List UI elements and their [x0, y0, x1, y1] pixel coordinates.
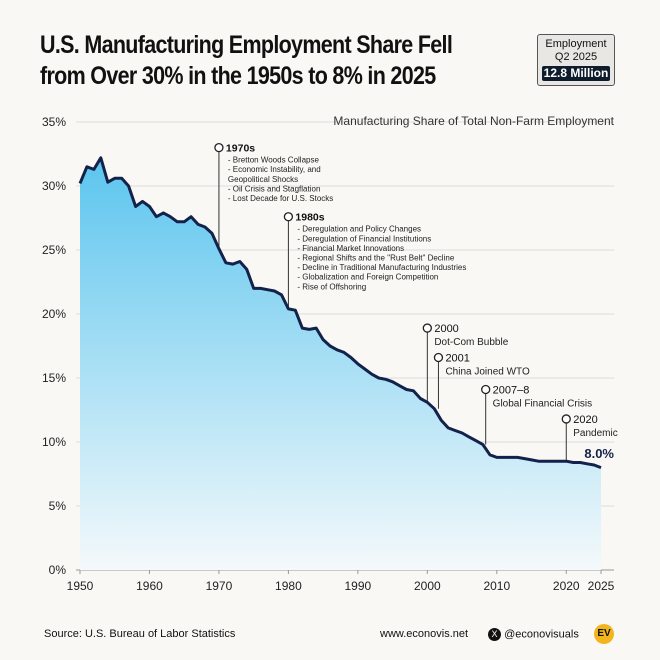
title-line-2: from Over 30% in the 1950s to 8% in 2025 — [40, 62, 436, 90]
x-tick-label: 1970 — [206, 579, 233, 593]
annotation: 2000 Dot-Com Bubble — [422, 323, 509, 403]
annotation-marker — [422, 323, 432, 333]
x-tick-label: 2010 — [483, 579, 510, 593]
y-tick-label: 35% — [42, 115, 66, 129]
title-line-1: U.S. Manufacturing Employment Share Fell — [40, 31, 453, 59]
y-tick-label: 20% — [42, 307, 66, 321]
ev-logo: EV — [594, 624, 614, 644]
annotation-text: - Financial Market Innovations — [297, 244, 404, 253]
area-fill — [80, 157, 601, 571]
annotation-text: Global Financial Crisis — [493, 399, 592, 410]
annotation-text: - Globalization and Foreign Competition — [297, 273, 438, 282]
annotation-marker — [283, 212, 294, 222]
annotation-marker — [433, 352, 444, 363]
badge-label: Employment — [545, 38, 607, 50]
annotation-text: - Lost Decade for U.S. Stocks — [228, 194, 333, 203]
annotation-text: Geopolitical Shocks — [228, 175, 298, 184]
annotation-marker — [481, 384, 491, 395]
y-tick-label: 5% — [49, 499, 67, 513]
annotation-marker — [214, 142, 224, 153]
annotation: 1980s- Deregulation and Policy Changes- … — [283, 212, 466, 309]
employment-badge: Employment Q2 2025 12.8 Million — [537, 34, 615, 86]
social-handle[interactable]: X @econovisuals — [488, 628, 579, 641]
x-tick-label: 2025 — [588, 579, 615, 593]
annotation-marker — [561, 414, 571, 424]
x-logo-icon: X — [488, 628, 501, 641]
series-line — [78, 156, 602, 470]
x-tick-label: 2020 — [553, 579, 580, 593]
y-tick-label: 30% — [42, 179, 66, 193]
annotation: 2001 China Joined WTO — [433, 352, 530, 409]
annotation-title: 2020 — [573, 414, 597, 426]
annotation-title: 2007–8 — [493, 385, 530, 397]
annotation-text: China Joined WTO — [445, 367, 530, 378]
x-tick-label: 1990 — [345, 579, 372, 593]
annotation-text: Dot-Com Bubble — [434, 337, 508, 348]
annotation-title: 1970s — [226, 143, 255, 155]
annotation: 1970s- Bretton Woods Collapse- Economic … — [214, 142, 333, 249]
x-tick-label: 1980 — [275, 579, 302, 593]
website-link[interactable]: www.econovis.net — [380, 628, 469, 640]
end-value-label: 8.0% — [584, 446, 614, 461]
annotation-text: - Bretton Woods Collapse — [228, 156, 320, 165]
annotation-title: 1980s — [295, 212, 324, 224]
annotation: 2020 Pandemic — [561, 414, 618, 462]
x-tick-label: 2000 — [414, 579, 441, 593]
badge-value: 12.8 Million — [542, 66, 610, 81]
annotation-text: Pandemic — [573, 428, 617, 439]
annotation-text: - Oil Crisis and Stagflation — [228, 184, 320, 193]
x-tick-label: 1960 — [136, 579, 163, 593]
source-note: Source: U.S. Bureau of Labor Statistics — [44, 628, 236, 640]
annotation-text: - Deregulation of Financial Institutions — [297, 234, 431, 243]
social-handle-text: @econovisuals — [504, 628, 579, 641]
annotation-title: 2000 — [434, 323, 458, 335]
page-title: U.S. Manufacturing Employment Share Fell… — [40, 30, 522, 92]
chart-subtitle: Manufacturing Share of Total Non-Farm Em… — [333, 114, 614, 128]
annotation-text: - Regional Shifts and the "Rust Belt" De… — [297, 254, 454, 263]
y-tick-label: 10% — [42, 435, 66, 449]
badge-period: Q2 2025 — [554, 51, 598, 63]
annotation-text: - Economic Instability, and — [228, 165, 321, 174]
x-tick-label: 1950 — [67, 579, 94, 593]
annotation: 2007–8 Global Financial Crisis — [481, 384, 592, 445]
annotation-text: - Decline in Traditional Manufacturing I… — [297, 263, 466, 272]
y-tick-label: 25% — [42, 243, 66, 257]
annotation-title: 2001 — [445, 353, 469, 365]
annotation-text: - Deregulation and Policy Changes — [297, 225, 421, 234]
y-tick-label: 15% — [42, 371, 66, 385]
annotation-text: - Rise of Offshoring — [297, 282, 366, 291]
y-tick-label: 0% — [49, 563, 67, 577]
